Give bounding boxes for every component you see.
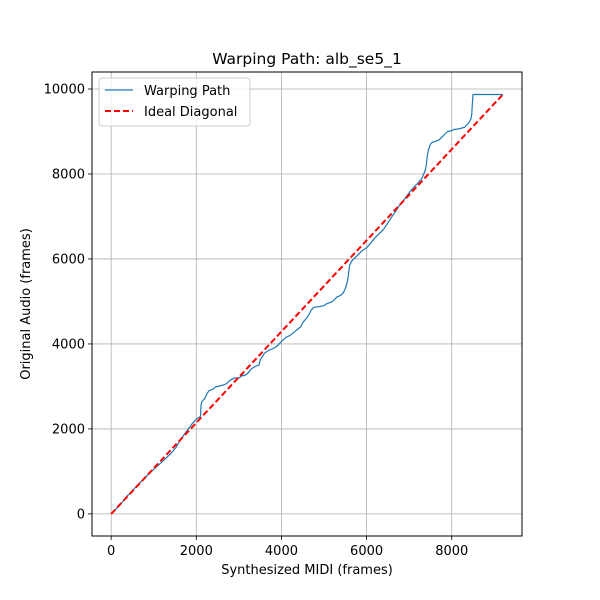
x-tick-label: 0 bbox=[107, 544, 115, 559]
legend-box bbox=[98, 77, 251, 127]
x-tick-label: 2000 bbox=[180, 544, 213, 559]
plot-area-frame bbox=[91, 71, 523, 537]
data-series bbox=[110, 93, 504, 515]
y-tick-label: 2000 bbox=[52, 422, 85, 437]
series-line-warping-path bbox=[110, 93, 503, 515]
y-axis-label: Original Audio (frames) bbox=[19, 228, 34, 380]
x-tick-label: 4000 bbox=[265, 544, 298, 559]
y-tick-label: 8000 bbox=[52, 167, 85, 182]
y-tick-label: 4000 bbox=[52, 337, 85, 352]
legend-label-ideal-diagonal: Ideal Diagonal bbox=[144, 105, 237, 120]
x-axis-label: Synthesized MIDI (frames) bbox=[221, 563, 393, 578]
y-tick-label: 0 bbox=[77, 507, 85, 522]
chart-title: Warping Path: alb_se5_1 bbox=[212, 50, 402, 69]
series-line-ideal-diagonal bbox=[110, 93, 504, 515]
legend-label-warping-path: Warping Path bbox=[144, 84, 230, 99]
y-tick-label: 6000 bbox=[52, 252, 85, 267]
legend: Warping Path Ideal Diagonal bbox=[98, 77, 251, 127]
x-tick-label: 6000 bbox=[350, 544, 383, 559]
axis-ticks: 0 2000 4000 6000 8000 0 2000 4000 6000 8000 10000 bbox=[44, 82, 469, 559]
y-tick-label: 10000 bbox=[44, 82, 85, 97]
x-tick-label: 8000 bbox=[435, 544, 468, 559]
